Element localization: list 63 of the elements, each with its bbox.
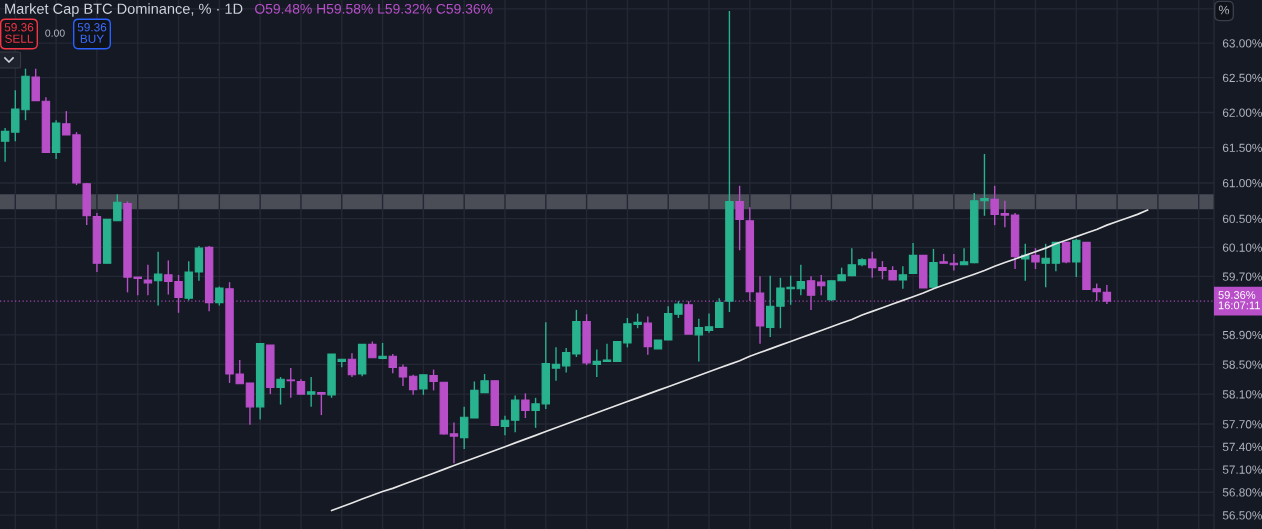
candlestick: [694, 317, 704, 363]
candlestick: [449, 421, 459, 465]
line-series: [330, 209, 1149, 512]
candlestick: [429, 368, 438, 392]
candlestick: [908, 242, 918, 275]
y-tick-label: 60.10%: [1222, 243, 1262, 252]
y-tick-label: 59.70%: [1222, 272, 1262, 281]
y-tick-label: 58.90%: [1222, 330, 1262, 340]
candlestick: [398, 363, 408, 387]
candlestick: [0, 127, 10, 163]
candlestick: [1072, 238, 1081, 278]
candlestick: [1041, 243, 1050, 288]
candlestick: [735, 185, 744, 251]
candlestick: [1031, 247, 1040, 270]
y-tick-label: 62.50%: [1222, 73, 1262, 83]
candlestick: [643, 315, 653, 356]
candlestick: [388, 353, 397, 374]
candlestick: [817, 274, 826, 296]
y-tick-label: 63.00%: [1222, 39, 1262, 48]
y-tick-label: 57.70%: [1222, 420, 1262, 429]
candlestick: [347, 352, 357, 378]
annotation: 59.36 SELL: [4, 23, 34, 43]
y-tick-label: 56.80%: [1222, 488, 1262, 497]
candlestick: [194, 245, 204, 282]
y-tick-label: 58.50%: [1222, 360, 1262, 369]
candlestick: [500, 415, 510, 437]
candlestick: [592, 348, 602, 378]
chart-title: Market Cap BTC Dominance, % · 1D: [5, 3, 243, 17]
y-tick-label: 62.00%: [1222, 108, 1262, 117]
candlestick: [898, 265, 908, 290]
y-tick-label: 57.10%: [1222, 465, 1262, 474]
candlestick: [796, 264, 806, 296]
candlestick: [847, 247, 857, 278]
candlestick: [1021, 243, 1030, 282]
candlestick: [113, 193, 122, 222]
candlestick: [306, 376, 316, 408]
candlestick: [551, 346, 561, 382]
candlestick: [1000, 200, 1010, 228]
y-tick-label: 60.50%: [1222, 214, 1262, 224]
annotation: 59.36 BUY: [77, 23, 107, 43]
candlestick: [959, 247, 969, 266]
candlestick: [704, 312, 714, 334]
candlestick: [245, 382, 255, 426]
candlestick: [459, 406, 469, 450]
candlestick: [31, 67, 40, 102]
y-tick-label: 58.10%: [1222, 390, 1262, 399]
y-tick-label: 61.50%: [1222, 143, 1262, 152]
chart-subtitle: O59.48% H59.58% L59.32% C59.36%: [255, 3, 493, 14]
candlestick: [143, 264, 153, 296]
y-tick-label: 56.50%: [1222, 511, 1262, 520]
ref-line-label: 59.36% 16:07:11: [1218, 291, 1260, 310]
y-tick-label: 57.40%: [1222, 442, 1262, 452]
candlestick: [286, 367, 295, 399]
candlestick: [276, 376, 285, 406]
candlestick: [419, 374, 428, 396]
candlestick: [602, 342, 612, 363]
annotation: 0.00: [45, 29, 65, 37]
y-tick-label: 61.00%: [1222, 179, 1262, 188]
text: %: [1218, 5, 1230, 15]
candlestick: [408, 374, 418, 396]
candlestick: [521, 392, 530, 419]
candlestick: [990, 185, 999, 226]
candlestick: [510, 394, 520, 434]
